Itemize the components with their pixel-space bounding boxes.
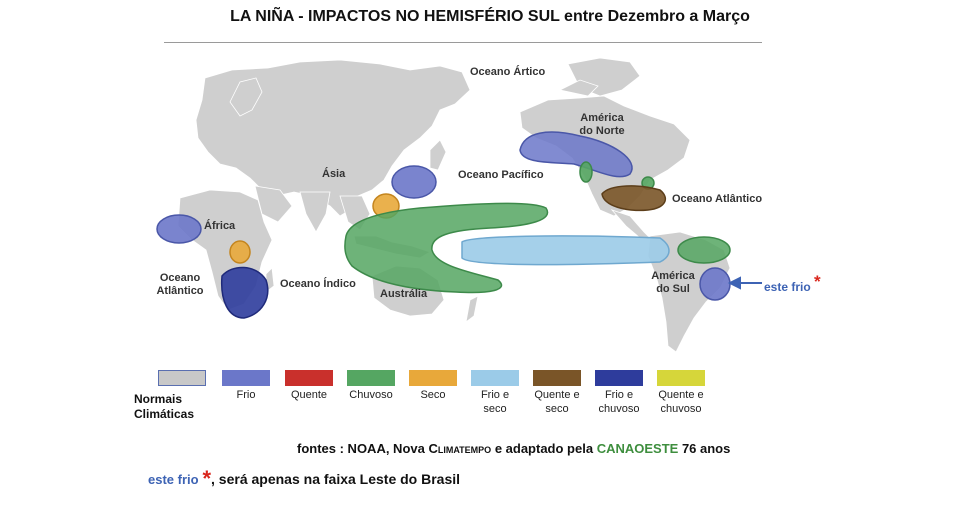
legend-label-chuvoso: Chuvoso: [349, 389, 393, 401]
label-asia: Ásia: [322, 168, 346, 180]
label-ocean-indian: Oceano Índico: [280, 278, 356, 290]
zone-frio-east-asia: [391, 165, 437, 199]
label-south-america: América do Sul: [648, 270, 698, 296]
zone-chuvoso-brazil-north: [677, 236, 731, 264]
legend-label-quente-chuvoso: Quente e chuvoso: [658, 389, 704, 415]
legend-label-seco: Seco: [420, 389, 446, 401]
legend-label-frio-seco: Frio e seco: [480, 389, 510, 415]
zone-seco-east-africa: [229, 240, 251, 264]
label-north-america: América do Norte: [574, 112, 630, 138]
label-ocean-atlantic-north: Oceano Atlântico: [672, 193, 763, 205]
footer-note: este frio *, será apenas na faixa Leste …: [148, 466, 460, 492]
annotation-star: *: [814, 272, 821, 291]
zone-frio-seco-pacific: [461, 235, 670, 266]
credits-org: CANAOESTE: [596, 441, 679, 456]
annotation-text: este frio: [764, 280, 811, 294]
annotation-este-frio: este frio *: [764, 272, 821, 296]
landmass-india: [299, 191, 331, 233]
footer-highlight: este frio: [148, 472, 199, 487]
zone-quente-seco-usa-south: [601, 185, 667, 212]
legend-label-normais: Normais Climáticas: [134, 392, 195, 421]
legend-swatch-chuvoso: [347, 370, 395, 386]
legend-swatch-quente-seco: [533, 370, 581, 386]
legend-swatch-seco: [409, 370, 457, 386]
credits-line: fontes : NOAA, Nova Climatempo e adaptad…: [297, 441, 730, 456]
credits-climatempo: Climatempo: [428, 441, 492, 456]
credits-suffix: 76 anos: [681, 441, 731, 456]
legend-swatch-quente-chuvoso: [657, 370, 705, 386]
climate-zones: [156, 131, 731, 319]
label-south-america-text: América do Sul: [651, 270, 695, 295]
footer-rest: , será apenas na faixa Leste do Brasil: [211, 471, 461, 487]
label-north-america-text: América do Norte: [579, 112, 625, 137]
zone-chuvoso-north-america-west: [579, 161, 593, 183]
label-africa: África: [204, 220, 236, 232]
footer-star: *: [202, 466, 212, 491]
zone-frio-africa-west: [156, 214, 202, 244]
label-ocean-atlantic-south: Oceano Atlântico: [150, 272, 210, 298]
legend-swatch-frio-seco: [471, 370, 519, 386]
legend-label-quente: Quente: [290, 389, 328, 401]
zone-frio-north-america: [519, 131, 633, 178]
zone-frio-chuvoso-southern-africa: [220, 266, 269, 319]
legend-swatch-normais: [158, 370, 206, 386]
landmass-central-america: [610, 209, 654, 241]
legend-label-quente-seco: Quente e seco: [534, 389, 580, 415]
landmass-scandinavia: [229, 77, 263, 117]
annotation-arrow: [727, 276, 762, 290]
legend-swatch-frio: [222, 370, 270, 386]
legend-swatch-frio-chuvoso: [595, 370, 643, 386]
label-ocean-atlantic-south-text: Oceano Atlântico: [156, 272, 204, 297]
zone-frio-south-america: [699, 267, 731, 301]
legend-label-frio: Frio: [236, 389, 256, 401]
label-ocean-arctic: Oceano Ártico: [470, 66, 546, 78]
landmass-arctic-islands: [558, 79, 599, 97]
credits-prefix: fontes : NOAA, Nova: [297, 441, 425, 456]
landmass-japan: [429, 139, 447, 171]
legend-label-frio-chuvoso: Frio e chuvoso: [598, 389, 640, 415]
title-divider: [164, 42, 762, 43]
label-ocean-pacific: Oceano Pacífico: [458, 169, 544, 181]
landmass-eurasia: [195, 59, 471, 217]
page-title: LA NIÑA - IMPACTOS NO HEMISFÉRIO SUL ent…: [230, 8, 750, 25]
label-australia: Austrália: [380, 288, 428, 300]
credits-middle: e adaptado pela: [494, 441, 594, 456]
zone-chuvoso-maritime-continent: [344, 202, 549, 294]
landmass-new-zealand: [465, 295, 479, 323]
legend-swatch-quente: [285, 370, 333, 386]
